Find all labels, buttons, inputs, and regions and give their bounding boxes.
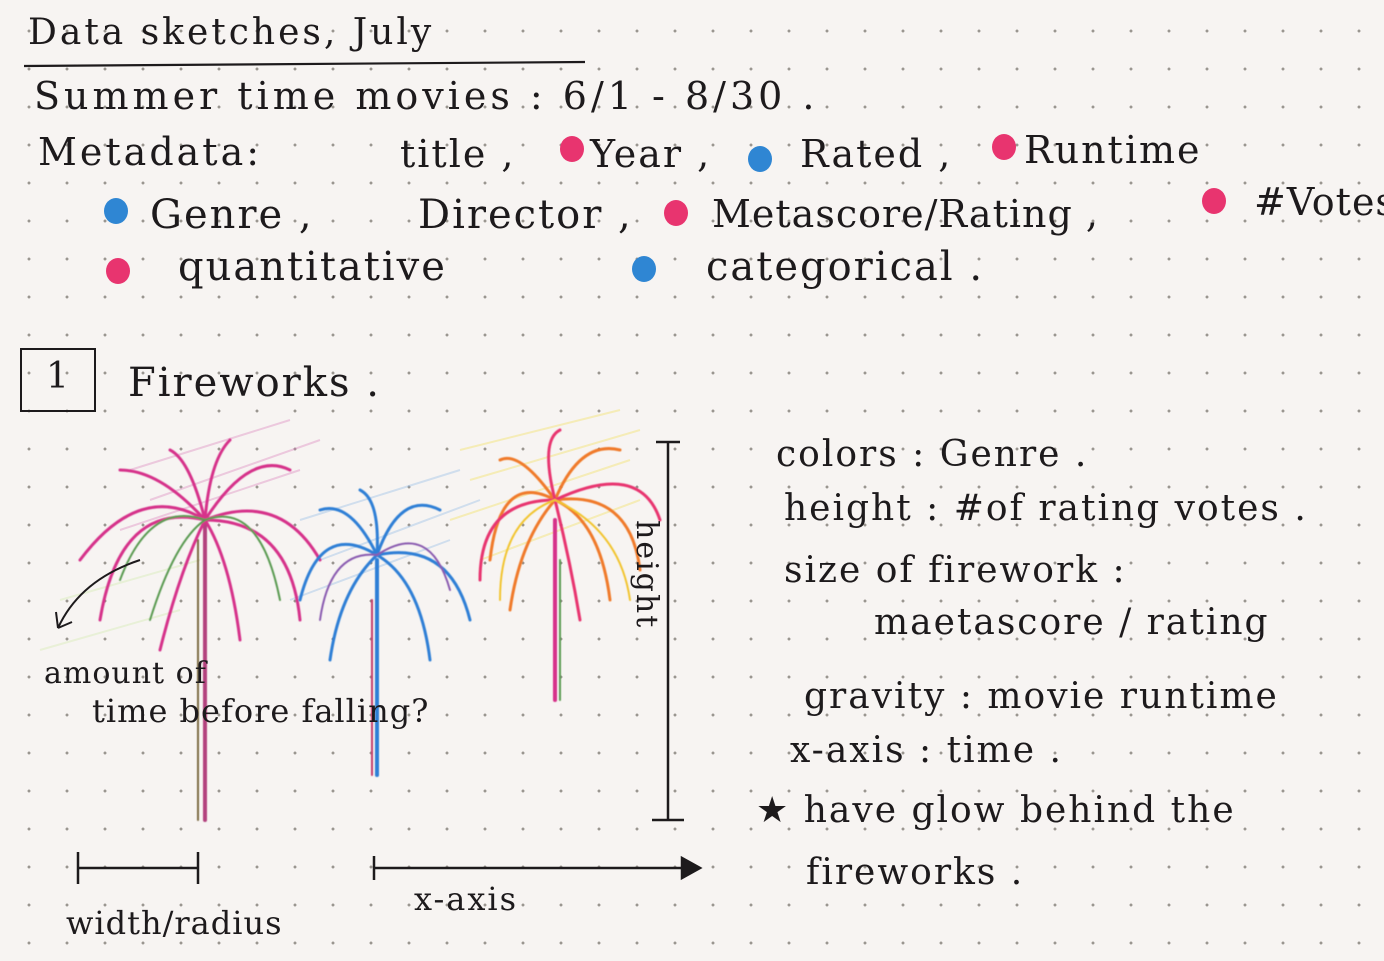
metadata-field-year: Year ,: [590, 132, 712, 176]
page-title: Data sketches, July: [28, 12, 435, 53]
firework-pink: [78, 438, 322, 822]
quantitative-dot-metascore: [664, 200, 688, 226]
glow-scribbles: [39, 409, 641, 651]
xaxis-arrow: [372, 855, 703, 881]
note-glow-cont: fireworks .: [806, 852, 1025, 893]
xaxis-label: x-axis: [414, 880, 519, 918]
metadata-field-metascore: Metascore/Rating ,: [712, 192, 1099, 236]
note-size: size of firework :: [784, 550, 1127, 591]
metadata-field-votes: #Votes: [1254, 180, 1384, 224]
metadata-field-genre: Genre ,: [150, 192, 314, 238]
metadata-field-runtime: Runtime: [1024, 128, 1202, 172]
quantitative-dot-year: [560, 136, 584, 162]
quantitative-legend-label: quantitative: [178, 244, 447, 290]
metadata-field-director: Director ,: [418, 192, 633, 238]
note-size-value: maetascore / rating: [874, 602, 1270, 643]
width-radius-label: width/radius: [66, 904, 283, 942]
firework-blue: [298, 488, 472, 777]
categorical-dot-rated: [748, 146, 772, 172]
height-label: height: [629, 520, 664, 630]
section-number: 1: [46, 356, 71, 397]
section-title: Fireworks .: [128, 360, 381, 406]
note-xaxis: x-axis : time .: [790, 730, 1063, 771]
metadata-label: Metadata:: [38, 130, 263, 174]
section-number-box: [20, 348, 96, 412]
page-subtitle: Summer time movies : 6/1 - 8/30 .: [34, 74, 819, 118]
note-height: height : #of rating votes .: [784, 488, 1308, 529]
show-through-decoration: [1110, 15, 1118, 45]
metadata-field-rated: Rated ,: [800, 132, 953, 176]
categorical-legend-label: categorical .: [706, 244, 985, 290]
fall-annotation-line1: amount of: [44, 656, 207, 691]
height-bracket: [652, 440, 684, 822]
width-radius-bracket: [76, 852, 200, 884]
categorical-legend-dot: [632, 256, 656, 282]
note-glow: ★ have glow behind the: [756, 790, 1236, 831]
quantitative-legend-dot: [106, 258, 130, 284]
note-gravity: gravity : movie runtime: [804, 676, 1279, 717]
fall-arrow: [55, 559, 141, 629]
metadata-field-title: title ,: [400, 132, 516, 176]
categorical-dot-genre: [104, 198, 128, 224]
quantitative-dot-runtime: [992, 134, 1016, 160]
quantitative-dot-votes: [1202, 188, 1226, 214]
fall-annotation-line2: time before falling?: [92, 692, 430, 730]
note-colors: colors : Genre .: [776, 434, 1089, 475]
